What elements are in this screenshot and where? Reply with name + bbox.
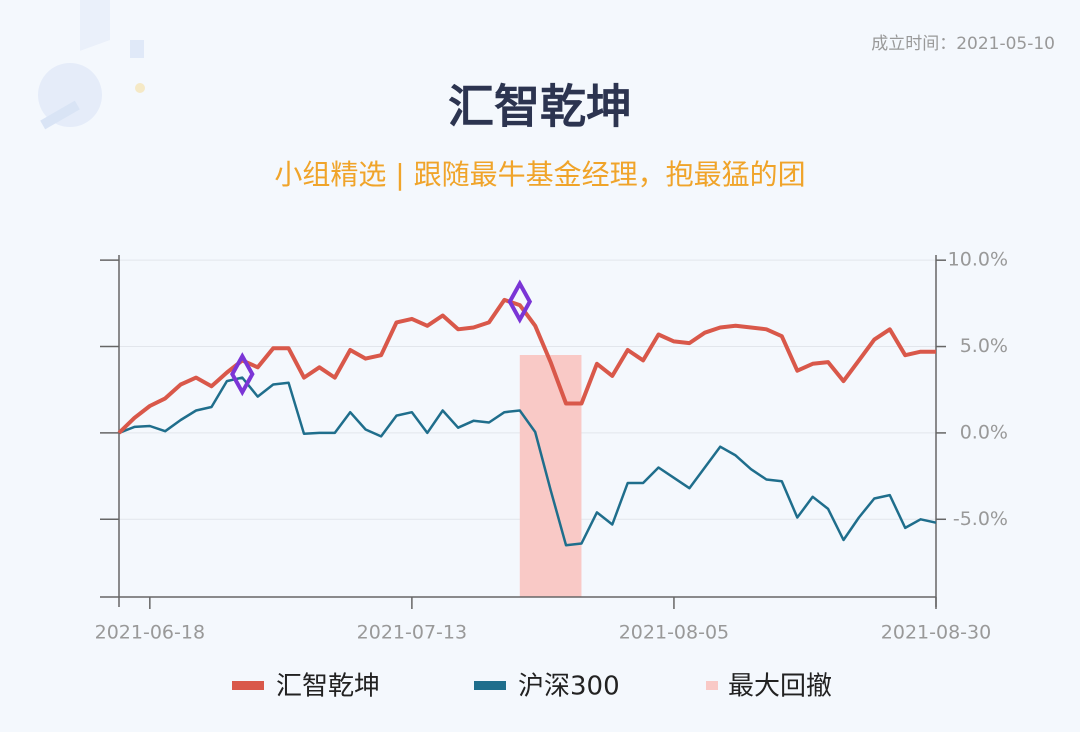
legend-swatch bbox=[706, 681, 718, 690]
legend-swatch bbox=[232, 681, 264, 690]
x-tick-label: 2021-08-05 bbox=[619, 622, 729, 644]
peak-marker bbox=[507, 279, 533, 324]
x-tick-label: 2021-08-30 bbox=[881, 622, 991, 644]
drawdown-band bbox=[519, 355, 582, 597]
line-series bbox=[118, 376, 937, 547]
legend-label: 最大回撤 bbox=[728, 672, 832, 702]
y-tick-label: 5.0% bbox=[960, 335, 1008, 357]
title: 汇智乾坤 bbox=[448, 80, 632, 134]
legend-label: 汇智乾坤 bbox=[276, 672, 380, 702]
y-tick-label: 0.0% bbox=[960, 421, 1008, 443]
y-tick-label: 10.0% bbox=[948, 249, 1008, 271]
line-series bbox=[117, 297, 936, 435]
legend-swatch bbox=[474, 681, 506, 690]
y-tick-label: -5.0% bbox=[953, 508, 1008, 530]
peak-marker bbox=[230, 352, 255, 397]
founded-date: 成立时间：2021-05-10 bbox=[871, 34, 1055, 54]
x-tick-label: 2021-06-18 bbox=[95, 622, 205, 644]
x-tick-label: 2021-07-13 bbox=[357, 622, 467, 644]
subtitle: 小组精选 | 跟随最牛基金经理，抱最猛的团 bbox=[274, 158, 805, 191]
legend-label: 沪深300 bbox=[518, 672, 620, 702]
decoration-icon bbox=[38, 0, 145, 130]
